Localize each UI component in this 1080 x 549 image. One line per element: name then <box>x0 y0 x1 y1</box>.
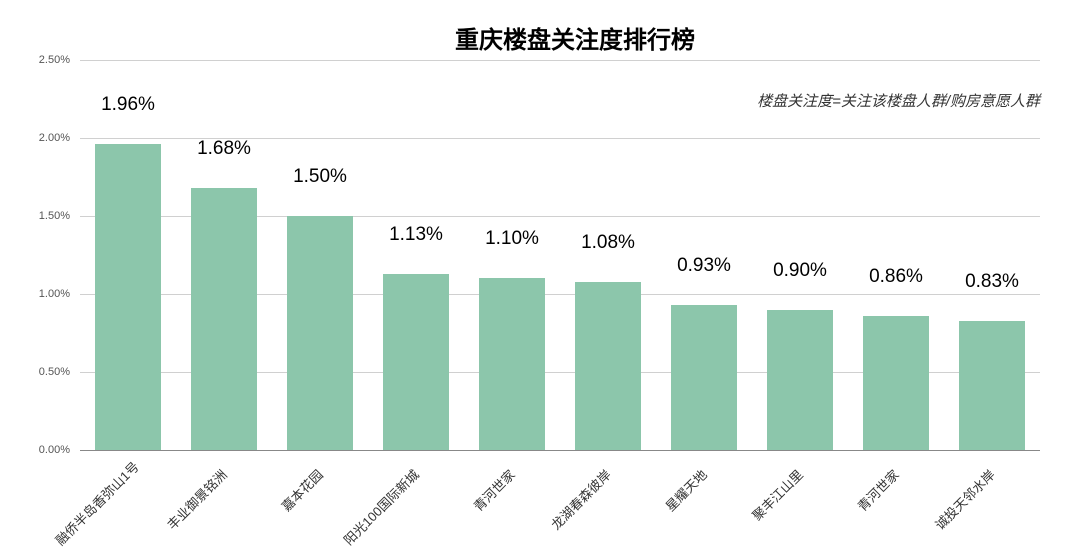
bar-value-label: 1.96% <box>101 94 155 116</box>
chart-title: 重庆楼盘关注度排行榜 <box>80 20 1070 55</box>
xtick-label: 诚投天邻水岸 <box>915 465 999 549</box>
plot-area: 0.00%0.50%1.00%1.50%2.00%2.50%1.96%融侨半岛香… <box>80 60 1040 450</box>
bar-value-label: 1.10% <box>485 228 539 250</box>
xtick-label: 聚丰江山里 <box>723 465 807 549</box>
ytick-label: 0.00% <box>10 444 70 456</box>
ytick-label: 1.00% <box>10 288 70 300</box>
bar <box>479 278 544 450</box>
xtick-label: 嘉本花园 <box>243 465 327 549</box>
bar-value-label: 1.13% <box>389 224 443 246</box>
xtick-label: 龙湖春森彼岸 <box>531 465 615 549</box>
ytick-label: 0.50% <box>10 366 70 378</box>
xtick-label: 星耀天地 <box>627 465 711 549</box>
xtick-label: 青河世家 <box>435 465 519 549</box>
bar-value-label: 1.68% <box>197 138 251 160</box>
bar-value-label: 0.86% <box>869 266 923 288</box>
bar-value-label: 1.08% <box>581 232 635 254</box>
bar <box>863 316 928 450</box>
bar-value-label: 0.83% <box>965 271 1019 293</box>
xtick-label: 青河世家 <box>819 465 903 549</box>
gridline <box>80 60 1040 61</box>
ytick-label: 2.00% <box>10 132 70 144</box>
bar <box>287 216 352 450</box>
chart-container: 重庆楼盘关注度排行榜 楼盘关注度=关注该楼盘人群/购房意愿人群 0.00%0.5… <box>80 10 1070 540</box>
bar <box>191 188 256 450</box>
xtick-label: 丰业御景铭洲 <box>147 465 231 549</box>
bar-value-label: 1.50% <box>293 166 347 188</box>
bar <box>671 305 736 450</box>
xtick-label: 阳光100国际新城 <box>339 465 423 549</box>
bar <box>767 310 832 450</box>
xtick-label: 融侨半岛香弥山1号 <box>51 465 135 549</box>
bar <box>575 282 640 450</box>
bar <box>383 274 448 450</box>
axis-baseline <box>80 450 1040 451</box>
ytick-label: 1.50% <box>10 210 70 222</box>
bar-value-label: 0.93% <box>677 255 731 277</box>
bar-value-label: 0.90% <box>773 260 827 282</box>
bar <box>95 144 160 450</box>
bar <box>959 321 1024 450</box>
ytick-label: 2.50% <box>10 54 70 66</box>
